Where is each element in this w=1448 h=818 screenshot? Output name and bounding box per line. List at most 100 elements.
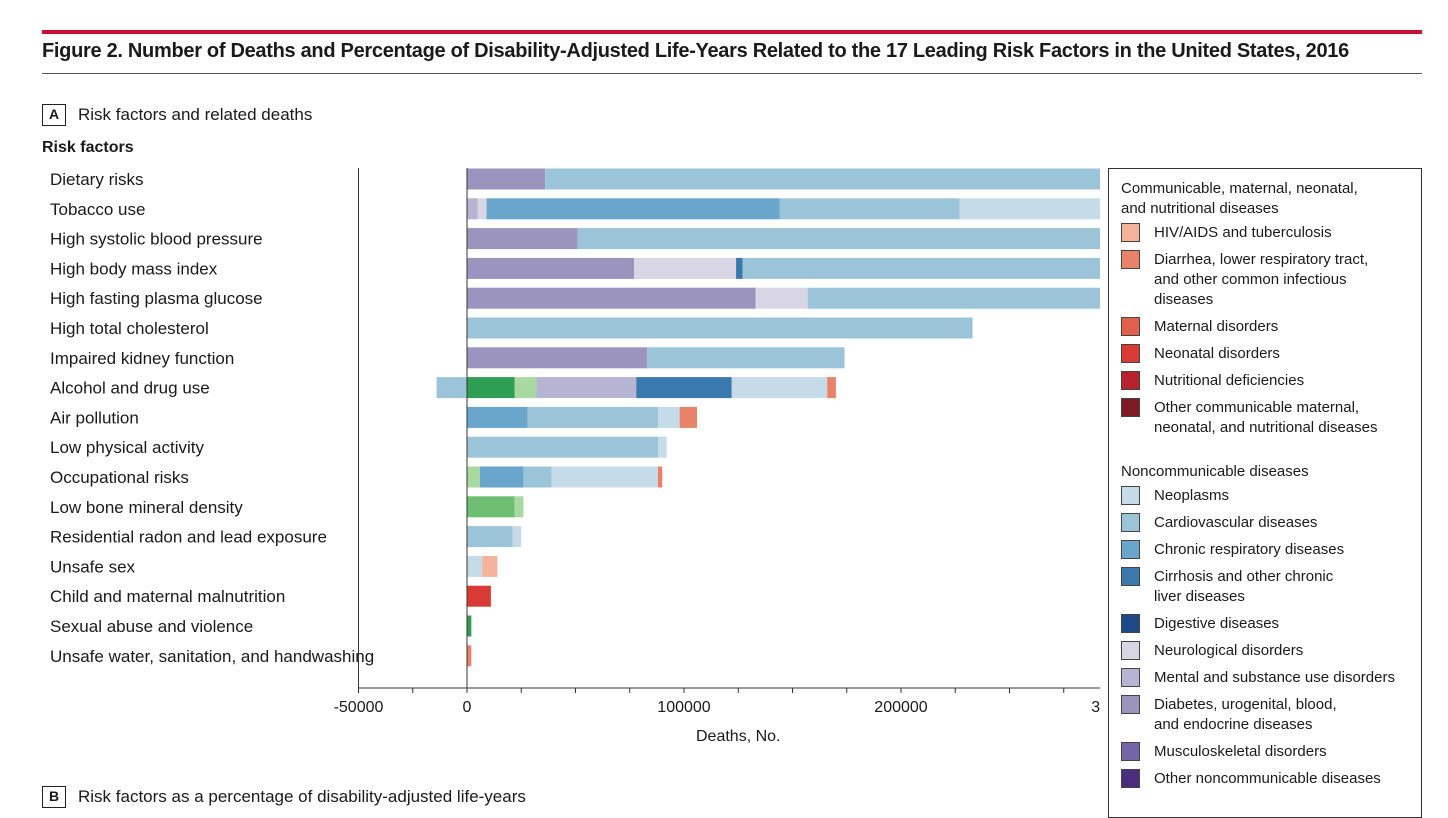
bar-segment — [467, 168, 546, 190]
bar-segment — [467, 436, 658, 458]
legend-swatch — [1121, 371, 1140, 390]
legend-label: Digestive diseases — [1154, 615, 1280, 632]
legend-label: Diarrhea, lower respiratory tract, and o… — [1154, 251, 1369, 308]
bar-segment — [467, 287, 756, 309]
bar-segment — [467, 257, 635, 279]
bar-segment — [480, 466, 524, 488]
category-label: Residential radon and lead exposure — [50, 528, 327, 547]
category-label: Dietary risks — [50, 170, 144, 189]
bar-segment — [679, 406, 698, 428]
x-tick-label: 200000 — [874, 699, 927, 716]
bar-segment — [779, 198, 960, 220]
bar-segment — [523, 466, 552, 488]
panel-b-title: Risk factors as a percentage of disabili… — [78, 787, 526, 806]
bar-segment — [657, 436, 667, 458]
legend-item: Other communicable maternal, neonatal, a… — [1121, 398, 1421, 438]
bar-segment — [477, 198, 487, 220]
category-label: Impaired kidney function — [50, 349, 234, 368]
bar-segment — [467, 406, 528, 428]
bar-segment — [467, 555, 483, 577]
legend-label: Musculoskeletal disorders — [1154, 743, 1327, 760]
bar-segment — [467, 645, 472, 667]
legend-label: HIV/AIDS and tuberculosis — [1154, 224, 1332, 241]
bar-segment — [436, 377, 467, 399]
bar-segment — [742, 257, 1100, 279]
legend-swatch — [1121, 513, 1140, 532]
legend-group-communicable: HIV/AIDS and tuberculosis Diarrhea, lower… — [1121, 223, 1421, 438]
legend-item: Nutritional deficiencies — [1121, 371, 1421, 391]
category-label: Low physical activity — [50, 438, 205, 457]
legend-item: Digestive diseases — [1121, 614, 1421, 634]
legend-swatch — [1121, 250, 1140, 269]
bar-segment — [527, 406, 658, 428]
legend-item: Cardiovascular diseases — [1121, 513, 1421, 533]
bar-segment — [636, 377, 732, 399]
x-tick-label: 300000 — [1091, 699, 1100, 716]
x-tick-label: -50000 — [334, 699, 384, 716]
bar-segment — [486, 198, 780, 220]
title-divider — [42, 73, 1422, 74]
legend-label: Diabetes, urogenital, blood, and endocri… — [1154, 696, 1337, 733]
category-label: High fasting plasma glucose — [50, 289, 263, 308]
legend-item: Diabetes, urogenital, blood, and endocri… — [1121, 695, 1421, 735]
legend-swatch — [1121, 398, 1140, 417]
category-label: Occupational risks — [50, 468, 189, 487]
legend-swatch — [1121, 769, 1140, 788]
panel-a-letter: A — [42, 104, 66, 126]
panel-a-title: Risk factors and related deaths — [78, 105, 313, 124]
bar-segment — [959, 198, 1100, 220]
bar-segment — [482, 555, 498, 577]
legend-item: Neonatal disorders — [1121, 344, 1421, 364]
x-tick-label: 100000 — [657, 699, 710, 716]
legend-swatch — [1121, 317, 1140, 336]
legend-group-communicable-title: Communicable, maternal, neonatal, and nu… — [1121, 180, 1358, 217]
legend-swatch — [1121, 695, 1140, 714]
legend-label: Cirrhosis and other chronic liver diseas… — [1154, 568, 1334, 605]
figure-title: Figure 2. Number of Deaths and Percentag… — [42, 40, 1349, 62]
legend-swatch — [1121, 641, 1140, 660]
bar-segment — [551, 466, 658, 488]
legend-label: Chronic respiratory diseases — [1154, 541, 1345, 558]
bar-segment — [731, 377, 828, 399]
legend-label: Maternal disorders — [1154, 318, 1279, 335]
bar-segment — [577, 228, 1100, 250]
category-label: Child and maternal malnutrition — [50, 587, 285, 606]
bar-segment — [736, 257, 743, 279]
bar-segment — [467, 317, 973, 339]
x-axis-label: Deaths, No. — [696, 728, 780, 745]
legend-label: Nutritional deficiencies — [1154, 372, 1305, 389]
legend-item: Musculoskeletal disorders — [1121, 742, 1421, 762]
legend-item: Chronic respiratory diseases — [1121, 540, 1421, 560]
category-label: High total cholesterol — [50, 319, 209, 338]
bar-segment — [467, 615, 472, 637]
top-accent-bar — [42, 30, 1422, 34]
legend-label: Mental and substance use disorders — [1154, 669, 1395, 686]
bar-segment — [827, 377, 836, 399]
bar-segment — [467, 228, 578, 250]
category-label: Alcohol and drug use — [50, 379, 210, 398]
legend-label: Neonatal disorders — [1154, 345, 1280, 362]
bar-segment — [467, 496, 515, 518]
legend-item: Neoplasms — [1121, 486, 1421, 506]
legend-group-noncommunicable-title: Noncommunicable diseases — [1121, 463, 1309, 480]
legend-swatch — [1121, 486, 1140, 505]
category-label: High systolic blood pressure — [50, 230, 263, 249]
legend-item: Mental and substance use disorders — [1121, 668, 1421, 688]
bar-segment — [807, 287, 1100, 309]
category-label: Tobacco use — [50, 200, 145, 219]
category-label: Sexual abuse and violence — [50, 617, 253, 636]
legend-group-noncommunicable: Neoplasms Cardiovascular diseases Chronic … — [1121, 486, 1421, 789]
bar-segment — [657, 466, 663, 488]
category-label: Unsafe water, sanitation, and handwashin… — [50, 647, 374, 666]
bar-segment — [467, 526, 513, 548]
bar-segment — [514, 377, 537, 399]
legend-swatch — [1121, 344, 1140, 363]
legend-label: Other noncommunicable diseases — [1154, 770, 1381, 787]
bar-segment — [657, 406, 680, 428]
legend-label: Cardiovascular diseases — [1154, 514, 1318, 531]
legend-swatch — [1121, 540, 1140, 559]
bar-segment — [514, 496, 524, 518]
panel-b-header: B Risk factors as a percentage of disabi… — [42, 786, 526, 808]
category-label: Unsafe sex — [50, 557, 136, 576]
legend-swatch — [1121, 614, 1140, 633]
